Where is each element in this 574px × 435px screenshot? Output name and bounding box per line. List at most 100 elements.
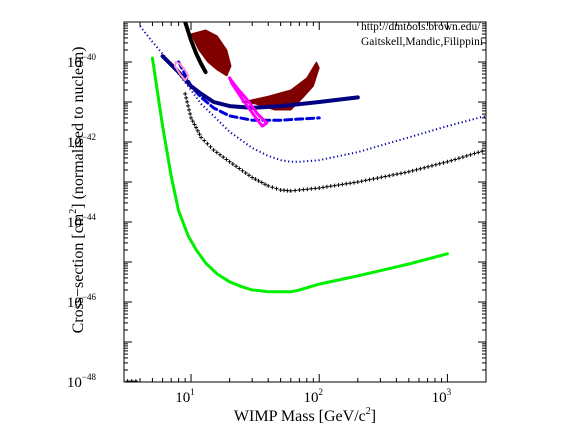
series-2-cross-marker (194, 125, 199, 130)
series-2-cross-marker (297, 188, 302, 193)
series-2-cross-marker (422, 165, 427, 170)
series-2-cross-marker (305, 187, 310, 192)
y-tick-label: 10−46 (67, 292, 97, 311)
series-2-cross-marker (449, 158, 454, 163)
series-2-cross-marker (199, 135, 204, 140)
series-2-cross-marker (186, 103, 191, 108)
series-2-cross-marker (371, 176, 376, 181)
series-2-cross-marker (259, 180, 264, 185)
series-2-cross-marker (221, 155, 226, 160)
series-2-cross-marker (363, 178, 368, 183)
series-2-cross-marker (214, 150, 219, 155)
y-tick-label: 10−42 (67, 132, 96, 151)
series-2-cross-marker (190, 119, 195, 124)
series-2-cross-marker (414, 167, 419, 172)
series-2-cross-marker (367, 177, 372, 182)
x-axis-label-sup: 2 (366, 406, 371, 417)
series-2-cross-marker (253, 177, 258, 182)
series-2-cross-marker (301, 187, 306, 192)
series-2-cross (183, 91, 485, 193)
series-2-cross-marker (433, 162, 438, 167)
x-axis-label-end: ] (371, 408, 376, 425)
baseline-marker (129, 379, 134, 382)
series-6-solid (183, 22, 208, 75)
series-2-cross-marker (266, 183, 271, 188)
series-2-cross-marker (476, 150, 481, 155)
y-tick-label: 10−44 (67, 212, 97, 231)
series-2-cross-marker (208, 144, 213, 149)
series-2-cross-marker (256, 178, 261, 183)
series-2-cross-marker (336, 182, 341, 187)
series-1-solid (150, 56, 449, 294)
series-2-cross-marker (332, 183, 337, 188)
series-2-cross-marker (282, 188, 287, 193)
series-2-cross-marker (246, 173, 251, 178)
series-2-cross-marker (278, 188, 283, 193)
series-2-cross-marker (224, 157, 229, 162)
series-2-cross-marker (402, 170, 407, 175)
series-2-cross-marker (460, 155, 465, 160)
series-2-cross-marker (437, 161, 442, 166)
series-2-cross-marker (348, 181, 353, 186)
series-7-solid (228, 76, 269, 128)
x-tick-label: 102 (303, 387, 323, 406)
baseline-marker (133, 379, 138, 382)
series-2-cross-marker (398, 171, 403, 176)
series-2-cross-marker (188, 111, 193, 116)
series-2-cross-marker (328, 184, 333, 189)
series-2-cross-marker (395, 172, 400, 177)
series-2-cross-marker (406, 169, 411, 174)
series-2-cross-marker (243, 170, 248, 175)
x-axis-label-main: WIMP Mass [GeV/c (234, 408, 366, 425)
series-2-cross-marker (250, 175, 255, 180)
series-2-cross-marker (187, 107, 192, 112)
series-2-cross-marker (429, 163, 434, 168)
series-2-cross-marker (184, 95, 189, 100)
series-2-cross-marker (285, 188, 290, 193)
series-2-cross-marker (418, 166, 423, 171)
series-2-cross-marker (351, 180, 356, 185)
series-2-cross-marker (195, 128, 200, 133)
series-8-solid (174, 61, 190, 82)
series-2-cross-marker (441, 160, 446, 165)
series-2-cross-marker (456, 156, 461, 161)
series-2-cross-marker (391, 172, 396, 177)
series-2-cross-marker (468, 152, 473, 157)
series-2-cross-marker (240, 168, 245, 173)
series-2-cross-marker (202, 138, 207, 143)
annotation-authors: Gaitskell,Mandic,Filippini (361, 36, 483, 48)
baseline-markers (125, 379, 138, 382)
series-2-cross-marker (321, 185, 326, 190)
series-2-cross-marker (309, 186, 314, 191)
series-2-cross-marker (227, 159, 232, 164)
axis-ticks: 101 102 103 10−40 10−42 10−44 10−46 10−48 (67, 22, 487, 406)
x-axis-label: WIMP Mass [GeV/c2] (234, 406, 376, 425)
signal-regions (190, 29, 320, 111)
series-2-cross-marker (355, 180, 360, 184)
series-2-cross-marker (324, 184, 329, 189)
series-layer (125, 22, 486, 382)
series-2-cross-marker (317, 185, 322, 190)
series-2-cross-marker (189, 115, 194, 120)
series-2-cross-marker (192, 122, 197, 127)
baseline-marker (125, 379, 130, 382)
series-2-cross-marker (472, 151, 477, 156)
series-2-cross-marker (230, 162, 235, 167)
series-2-cross-marker (183, 91, 188, 96)
x-tick-label: 103 (432, 387, 452, 406)
series-2-cross-marker (464, 153, 469, 158)
series-2-cross-marker (453, 157, 458, 162)
series-2-cross-marker (270, 185, 275, 190)
series-2-cross-marker (375, 176, 380, 181)
series-2-cross-marker (263, 182, 268, 187)
series-2-cross-marker (211, 148, 216, 153)
y-axis-label-main: Cross−section [cm (70, 213, 87, 333)
y-tick-label: 10−48 (67, 372, 97, 391)
series-2-cross-marker (205, 141, 210, 146)
y-axis-label: Cross−section [cm2] (normalised to nucle… (68, 47, 87, 334)
signal-region-1 (190, 29, 232, 77)
series-2-cross-marker (387, 173, 392, 178)
annotation-source-url: http://dmtools.brown.edu/ (361, 21, 481, 33)
series-2-cross-marker (274, 186, 279, 191)
